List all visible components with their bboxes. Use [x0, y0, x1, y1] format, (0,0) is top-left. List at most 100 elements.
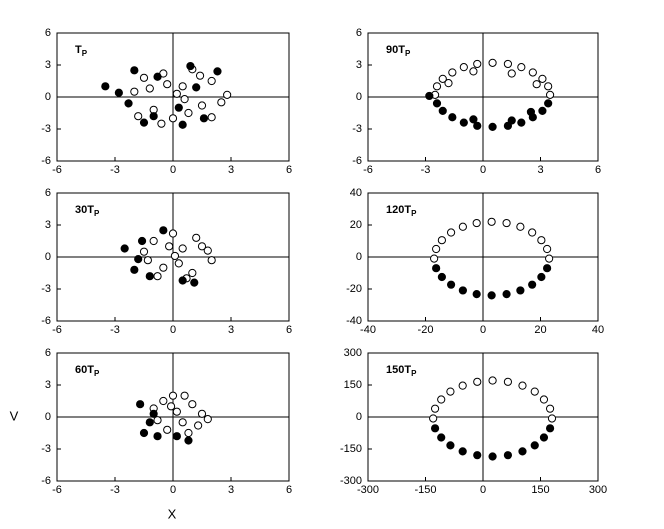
data-point	[545, 254, 554, 263]
y-tick-label: -3	[41, 443, 51, 455]
data-point	[543, 244, 552, 254]
data-point	[172, 407, 181, 416]
data-point	[168, 114, 178, 123]
x-tick-label: 3	[537, 164, 543, 176]
x-tick-label: 0	[170, 324, 176, 336]
data-point	[157, 119, 166, 128]
x-tick-label: -6	[363, 164, 373, 176]
data-point	[184, 436, 193, 445]
x-tick-label: 6	[286, 164, 292, 176]
panel-label: TP	[75, 44, 88, 58]
data-point	[114, 88, 123, 97]
data-point	[458, 381, 467, 390]
data-point	[159, 263, 168, 272]
data-point	[530, 387, 539, 396]
data-point	[192, 233, 201, 242]
y-tick-label: 0	[45, 91, 51, 103]
panel-label-main: T	[75, 44, 82, 56]
panel-label-main: 30T	[75, 204, 94, 216]
panel-label-main: 150T	[386, 364, 411, 376]
data-point	[178, 120, 187, 129]
y-tick-label: 150	[344, 379, 362, 391]
x-tick-label: 0	[170, 164, 176, 176]
data-point	[134, 255, 143, 264]
panel-label-sub: P	[94, 209, 100, 218]
panel-label-sub: P	[411, 209, 417, 218]
data-point	[518, 381, 527, 390]
data-point	[432, 264, 441, 273]
data-point	[143, 256, 152, 265]
data-point	[528, 68, 537, 77]
data-point	[199, 114, 209, 123]
data-point	[469, 67, 478, 76]
x-tick-label: -6	[52, 164, 62, 176]
data-point	[145, 272, 154, 281]
x-tick-label: -3	[110, 324, 120, 336]
x-tick-label: 0	[170, 484, 176, 496]
x-tick-label: 0	[480, 484, 486, 496]
panel-label-main: 120T	[386, 204, 411, 216]
y-tick-label: -40	[346, 315, 362, 327]
data-point	[168, 391, 178, 400]
y-tick-label: -6	[41, 315, 51, 327]
y-tick-label: -3	[41, 123, 51, 135]
x-tick-label: 40	[592, 324, 604, 336]
data-point	[488, 452, 497, 461]
data-point	[149, 409, 158, 418]
data-point	[538, 74, 547, 83]
data-point	[120, 244, 129, 253]
data-point	[178, 244, 187, 253]
data-point	[153, 72, 162, 81]
data-point	[473, 451, 482, 460]
data-point	[145, 418, 154, 427]
data-point	[432, 99, 442, 108]
y-tick-label: -300	[340, 475, 362, 487]
data-point	[437, 236, 446, 245]
data-point	[458, 447, 467, 456]
data-point	[446, 441, 455, 450]
data-point	[190, 278, 199, 287]
data-point	[458, 222, 467, 231]
x-tick-label: 6	[286, 484, 292, 496]
data-point	[448, 113, 457, 122]
data-point	[203, 415, 212, 424]
y-tick-label: 0	[356, 91, 362, 103]
data-point	[207, 113, 216, 122]
data-point	[446, 280, 456, 289]
x-tick-label: 6	[286, 324, 292, 336]
data-point	[539, 395, 549, 404]
x-tick-label: 3	[228, 324, 234, 336]
data-point	[429, 414, 438, 423]
data-point	[430, 404, 440, 413]
y-tick-label: 3	[45, 59, 51, 71]
data-point	[458, 286, 467, 295]
data-point	[430, 254, 439, 263]
data-point	[195, 71, 205, 80]
x-tick-label: -150	[414, 484, 436, 496]
data-point	[149, 112, 158, 121]
data-point	[101, 82, 110, 91]
data-point	[139, 73, 149, 82]
data-point	[184, 428, 193, 438]
data-point	[517, 63, 526, 72]
data-point	[472, 218, 481, 228]
x-tick-label: 3	[228, 484, 234, 496]
data-point	[432, 82, 442, 91]
panel-label-sub: P	[82, 49, 88, 58]
x-tick-label: 6	[595, 164, 601, 176]
y-tick-label: 0	[45, 251, 51, 263]
data-point	[437, 395, 446, 404]
y-tick-label: 6	[45, 347, 51, 359]
data-point	[425, 91, 434, 101]
data-point	[444, 79, 453, 88]
data-point	[446, 228, 456, 237]
panel-label: 90TP	[386, 44, 411, 58]
data-point	[130, 265, 139, 274]
data-point	[432, 244, 441, 254]
data-point	[544, 99, 553, 108]
x-tick-label: 3	[228, 164, 234, 176]
x-tick-label: 150	[531, 484, 549, 496]
data-point	[188, 400, 197, 409]
data-point	[528, 228, 537, 237]
